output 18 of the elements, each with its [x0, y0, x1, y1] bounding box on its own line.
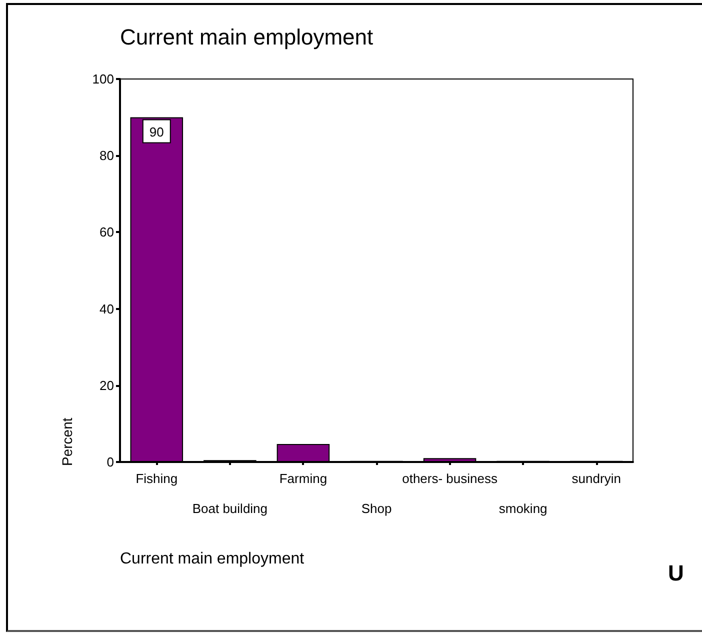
chart-title: Current main employment: [120, 24, 374, 50]
y-tick-label: 100: [92, 72, 114, 86]
y-tick-label: 80: [100, 148, 114, 164]
y-tick-label: 40: [100, 301, 114, 316]
y-tick-label: 0: [106, 454, 114, 470]
x-tick-label: Boat building: [192, 501, 268, 516]
data-label: 90: [149, 124, 164, 140]
x-tick-label: Farming: [279, 471, 328, 486]
text: U: [668, 560, 684, 586]
y-tick-label: 20: [100, 378, 114, 393]
x-tick-label: Shop: [361, 501, 392, 516]
x-tick-label: Fishing: [136, 471, 178, 486]
x-tick-label: others- business: [402, 471, 498, 486]
x-axis-title: Current main employment: [120, 550, 305, 568]
y-tick-label: 60: [100, 224, 114, 240]
y-axis-title: Percent: [59, 418, 75, 466]
x-tick-label: smoking: [498, 501, 548, 516]
x-tick-label: sundryin: [572, 471, 621, 486]
